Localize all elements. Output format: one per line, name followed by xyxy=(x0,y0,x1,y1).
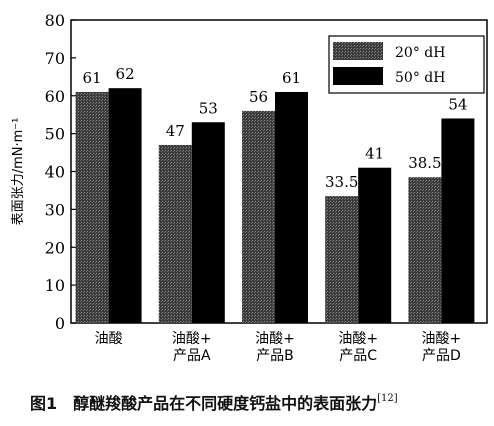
x-category-label: 油酸 xyxy=(95,331,123,347)
legend-label: 20° dH xyxy=(395,45,445,61)
bar-20dh xyxy=(75,91,109,324)
bar-50dh xyxy=(275,91,308,324)
legend-label: 50° dH xyxy=(395,70,445,86)
figure-caption-text: 醇醚羧酸产品在不同硬度钙盐中的表面张力 xyxy=(73,394,378,413)
bar-value-label: 53 xyxy=(199,99,218,117)
x-category-label: 产品C xyxy=(339,348,377,364)
y-tick-label: 0 xyxy=(55,314,65,333)
bar-value-label: 38.5 xyxy=(408,154,441,172)
bar-value-label: 41 xyxy=(365,145,384,163)
legend: 20° dH 50° dH xyxy=(328,35,485,94)
bars: 61 62 47 53 56 61 33.5 41 38.5 54 xyxy=(75,65,475,324)
bar-20dh xyxy=(158,144,192,323)
figure-reference: [12] xyxy=(377,393,398,404)
bar-50dh xyxy=(358,167,392,323)
x-category-label: 油酸+ xyxy=(172,331,212,347)
bar-50dh xyxy=(191,122,225,323)
y-axis-label: 表面张力/mN·m⁻¹ xyxy=(11,118,26,226)
legend-swatch xyxy=(333,67,383,85)
x-category-label: 产品B xyxy=(256,348,294,364)
bar-value-label: 33.5 xyxy=(325,173,358,191)
bar-50dh xyxy=(108,88,142,323)
y-tick-label: 30 xyxy=(45,200,65,219)
bar-value-label: 62 xyxy=(116,65,135,83)
x-category-label: 产品A xyxy=(173,348,211,364)
y-tick-label: 10 xyxy=(45,276,65,295)
y-tick-label: 20 xyxy=(45,238,65,257)
x-category-label: 产品D xyxy=(422,348,461,364)
bar-value-label: 47 xyxy=(166,122,185,140)
figure-caption: 图1 醇醚羧酸产品在不同硬度钙盐中的表面张力[12] xyxy=(30,390,398,414)
y-tick-label: 60 xyxy=(45,87,65,106)
x-category-label: 油酸+ xyxy=(338,331,378,347)
bar-value-label: 61 xyxy=(282,69,301,87)
figure-number: 图1 xyxy=(30,394,58,413)
bar-20dh xyxy=(325,196,359,323)
bar-value-label: 56 xyxy=(249,88,268,106)
x-category-label: 油酸+ xyxy=(255,331,295,347)
bar-50dh xyxy=(441,118,475,323)
bar-value-label: 61 xyxy=(83,69,102,87)
y-tick-label: 70 xyxy=(45,49,65,68)
y-tick-label: 80 xyxy=(45,11,65,30)
bar-value-label: 54 xyxy=(448,95,467,113)
x-category-label: 油酸+ xyxy=(422,331,462,347)
bar-20dh xyxy=(408,177,442,323)
legend-swatch xyxy=(333,42,383,60)
y-tick-label: 50 xyxy=(45,125,65,144)
y-tick-label: 40 xyxy=(45,163,65,182)
bar-20dh xyxy=(242,110,275,324)
